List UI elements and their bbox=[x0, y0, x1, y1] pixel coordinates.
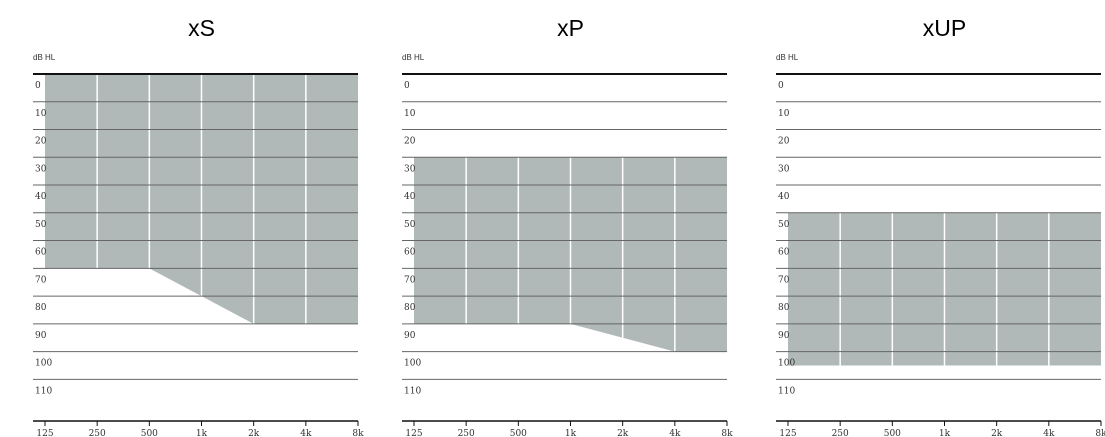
y-tick-label: 80 bbox=[35, 303, 47, 313]
y-tick-label: 50 bbox=[778, 220, 790, 230]
y-axis-label: dB HL bbox=[402, 53, 425, 62]
x-tick-label: 500 bbox=[141, 429, 158, 437]
x-tick-label: 2k bbox=[248, 429, 260, 437]
y-tick-label: 110 bbox=[35, 386, 52, 396]
x-tick-label: 500 bbox=[884, 429, 901, 437]
x-tick-label: 4k bbox=[1043, 429, 1055, 437]
x-tick-label: 500 bbox=[510, 429, 527, 437]
x-tick-label: 125 bbox=[779, 429, 796, 437]
y-axis-label: dB HL bbox=[776, 53, 799, 62]
y-axis-label: dB HL bbox=[33, 53, 56, 62]
chart-title: xP bbox=[557, 15, 584, 41]
y-tick-label: 90 bbox=[404, 331, 416, 341]
x-tick-label: 8k bbox=[721, 429, 733, 437]
x-tick-label: 8k bbox=[352, 429, 364, 437]
x-tick-label: 1k bbox=[939, 429, 951, 437]
x-tick-label: 250 bbox=[832, 429, 849, 437]
y-tick-label: 20 bbox=[404, 137, 416, 147]
x-tick-label: 4k bbox=[300, 429, 312, 437]
y-tick-label: 100 bbox=[404, 359, 421, 369]
y-tick-label: 70 bbox=[778, 275, 790, 285]
y-tick-label: 10 bbox=[404, 109, 416, 119]
y-tick-label: 20 bbox=[778, 137, 790, 147]
x-tick-label: 8k bbox=[1095, 429, 1105, 437]
x-tick-label: 125 bbox=[405, 429, 422, 437]
y-tick-label: 100 bbox=[35, 359, 52, 369]
y-tick-label: 10 bbox=[35, 109, 47, 119]
y-tick-label: 40 bbox=[404, 192, 416, 202]
y-tick-label: 0 bbox=[35, 81, 41, 91]
x-tick-label: 250 bbox=[89, 429, 106, 437]
y-tick-label: 70 bbox=[35, 275, 47, 285]
y-tick-label: 110 bbox=[404, 386, 421, 396]
y-tick-label: 60 bbox=[35, 248, 47, 258]
x-tick-label: 1k bbox=[196, 429, 208, 437]
y-tick-label: 40 bbox=[778, 192, 790, 202]
y-tick-label: 50 bbox=[404, 220, 416, 230]
y-tick-label: 60 bbox=[404, 248, 416, 258]
y-tick-label: 30 bbox=[778, 164, 790, 174]
y-tick-label: 30 bbox=[35, 164, 47, 174]
y-tick-label: 60 bbox=[778, 248, 790, 258]
y-tick-label: 10 bbox=[778, 109, 790, 119]
y-tick-label: 80 bbox=[404, 303, 416, 313]
y-tick-label: 70 bbox=[404, 275, 416, 285]
x-tick-label: 2k bbox=[617, 429, 629, 437]
y-tick-label: 20 bbox=[35, 137, 47, 147]
y-tick-label: 80 bbox=[778, 303, 790, 313]
y-tick-label: 0 bbox=[404, 81, 410, 91]
x-tick-label: 4k bbox=[669, 429, 681, 437]
x-tick-label: 125 bbox=[36, 429, 53, 437]
y-tick-label: 110 bbox=[778, 386, 795, 396]
chart-title: xUP bbox=[923, 15, 966, 41]
x-tick-label: 1k bbox=[565, 429, 577, 437]
y-tick-label: 30 bbox=[404, 164, 416, 174]
y-tick-label: 0 bbox=[778, 81, 784, 91]
chart-title: xS bbox=[188, 15, 215, 41]
y-tick-label: 50 bbox=[35, 220, 47, 230]
x-tick-label: 250 bbox=[458, 429, 475, 437]
y-tick-label: 90 bbox=[35, 331, 47, 341]
x-tick-label: 2k bbox=[991, 429, 1003, 437]
y-tick-label: 40 bbox=[35, 192, 47, 202]
y-tick-label: 90 bbox=[778, 331, 790, 341]
y-tick-label: 100 bbox=[778, 359, 795, 369]
